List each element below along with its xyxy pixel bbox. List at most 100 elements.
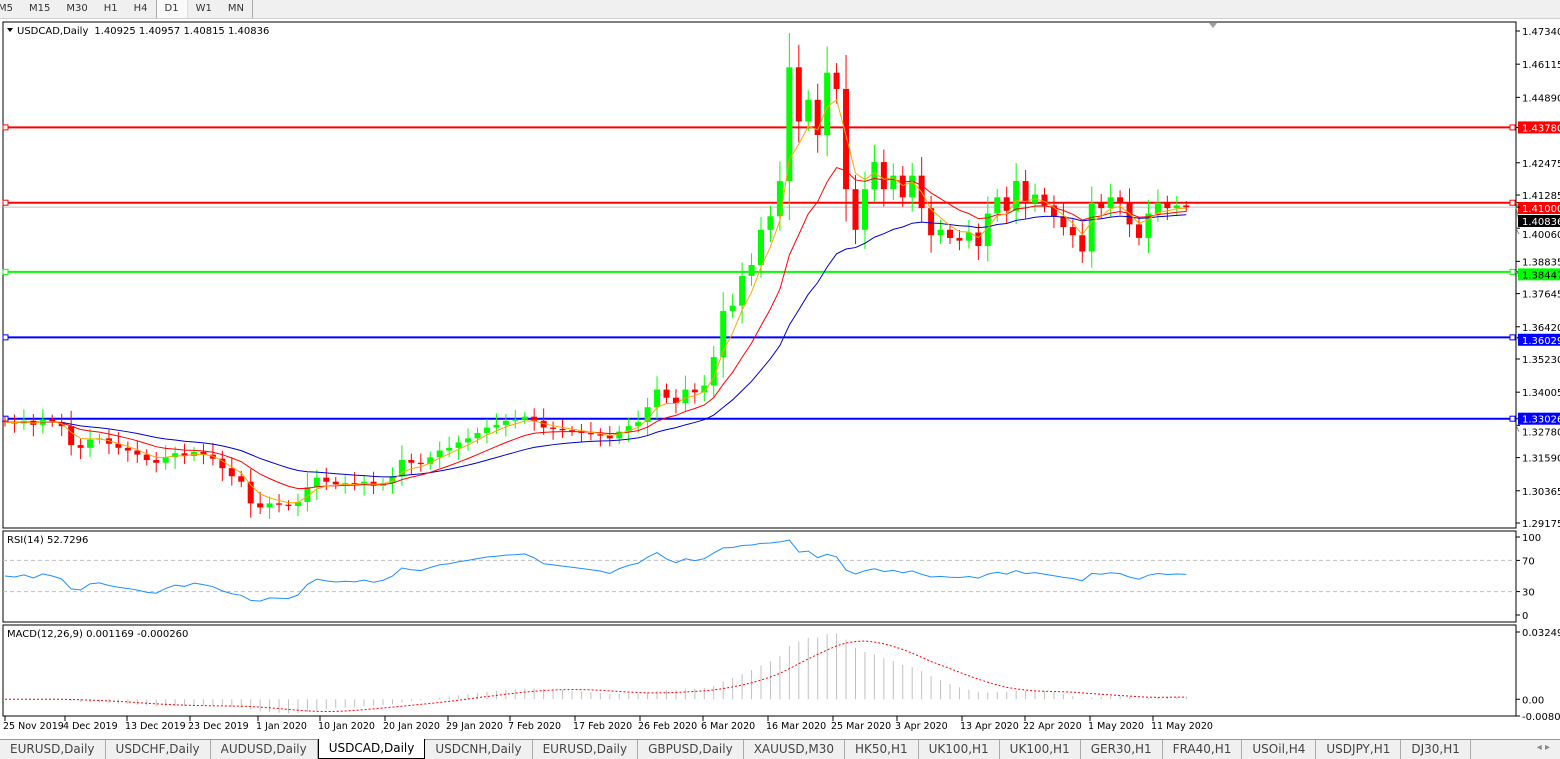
price-label-leader xyxy=(1515,227,1520,235)
bear-candle xyxy=(181,453,188,456)
tf-H4[interactable]: H4 xyxy=(133,3,148,14)
bear-candle xyxy=(285,504,292,507)
chart-tab[interactable]: DJ30,H1 xyxy=(1401,740,1471,759)
bull-candle xyxy=(739,275,746,306)
chart-window[interactable]: 1.47340 1.46115 1.44890 1.43780 1.42475 1.412… xyxy=(0,19,1560,738)
chart-tab[interactable]: USDCAD,Daily xyxy=(317,739,426,759)
bear-candle xyxy=(143,454,150,461)
bear-candle xyxy=(1041,194,1048,206)
moving-average-fast xyxy=(4,98,1187,504)
bull-candle xyxy=(984,213,991,247)
level-handle[interactable] xyxy=(1509,199,1516,206)
chart-tab[interactable]: UK100,H1 xyxy=(1000,740,1081,759)
bull-candle xyxy=(729,305,736,312)
bear-candle xyxy=(550,427,557,429)
bull-candle xyxy=(937,229,944,236)
macd-pane[interactable] xyxy=(2,624,1517,717)
bull-candle xyxy=(512,419,519,421)
tf-D1[interactable]: D1 xyxy=(155,0,188,18)
bull-candle xyxy=(720,311,727,358)
level-handle[interactable] xyxy=(1509,124,1516,131)
chart-shift-marker-icon[interactable] xyxy=(1209,23,1217,28)
bear-candle xyxy=(672,397,679,404)
bear-candle xyxy=(1183,205,1190,208)
bull-candle xyxy=(162,457,169,463)
bull-candle xyxy=(890,175,897,190)
level-handle[interactable] xyxy=(1509,415,1516,422)
tf-M15[interactable]: M15 xyxy=(29,3,51,14)
chart-tab[interactable]: XAUUSD,M30 xyxy=(744,740,845,759)
chart-tab[interactable]: UK100,H1 xyxy=(919,740,1000,759)
level-price-badge xyxy=(1518,268,1560,281)
chart-tab[interactable]: HK50,H1 xyxy=(845,740,919,759)
bear-candle xyxy=(323,477,330,482)
price-tick-label: 1.31590 xyxy=(1522,454,1560,465)
pane-frames xyxy=(2,21,1517,717)
date-tick-label: 1 May 2020 xyxy=(1088,721,1144,732)
level-price-label: 1.43780 xyxy=(1522,123,1560,134)
level-handle[interactable] xyxy=(2,199,9,206)
bear-candle xyxy=(975,232,982,247)
bear-candle xyxy=(1098,202,1105,209)
chart-tab[interactable]: GER30,H1 xyxy=(1081,740,1163,759)
chart-tab[interactable]: USDCHF,Daily xyxy=(106,740,211,759)
chart-tab[interactable]: EURUSD,Daily xyxy=(533,740,639,759)
bull-candle xyxy=(824,72,831,136)
tf-M5[interactable]: M5 xyxy=(0,3,13,14)
date-tick-label: 22 Apr 2020 xyxy=(1023,721,1082,732)
bear-candle xyxy=(115,443,122,448)
bull-candle xyxy=(1154,202,1161,214)
chart-tab[interactable]: USDCNH,Daily xyxy=(425,740,533,759)
bear-candle xyxy=(956,237,963,241)
dropdown-triangle-icon[interactable] xyxy=(7,28,13,32)
price-tick-label: 1.42475 xyxy=(1522,159,1560,170)
level-price-label: 1.36029 xyxy=(1522,336,1560,347)
bull-candle xyxy=(493,424,500,428)
bull-candle xyxy=(625,426,632,432)
level-handle[interactable] xyxy=(2,268,9,275)
rsi-tick-label: 70 xyxy=(1522,556,1535,567)
chart-tab[interactable]: EURUSD,Daily xyxy=(0,740,106,759)
current-price-badge xyxy=(1518,215,1560,227)
chart-tab[interactable]: GBPUSD,Daily xyxy=(638,740,744,759)
bear-candle xyxy=(228,468,235,477)
level-handle[interactable] xyxy=(1509,334,1516,341)
price-chart xyxy=(2,33,1516,520)
tab-scroll-arrows-icon[interactable]: ◂ ▸ xyxy=(1536,742,1550,753)
bear-candle xyxy=(77,445,84,448)
chart-tab[interactable]: AUDUSD,Daily xyxy=(211,740,318,759)
bear-candle xyxy=(1079,235,1086,252)
tf-H1[interactable]: H1 xyxy=(103,3,118,14)
tf-W1[interactable]: W1 xyxy=(195,3,212,14)
bull-candle xyxy=(871,162,878,190)
level-handle[interactable] xyxy=(1509,268,1516,275)
bear-candle xyxy=(257,503,264,508)
chart-tab[interactable]: USOil,H4 xyxy=(1242,740,1317,759)
bull-candle xyxy=(710,357,717,386)
tf-MN[interactable]: MN xyxy=(227,3,244,14)
bear-candle xyxy=(540,420,547,428)
date-tick-label: 6 Mar 2020 xyxy=(701,721,755,732)
toolbar-separator xyxy=(251,0,253,18)
date-tick-label: 13 Dec 2019 xyxy=(125,721,186,732)
level-handle[interactable] xyxy=(2,124,9,131)
bull-candle xyxy=(502,420,509,425)
bull-candle xyxy=(1107,197,1114,209)
chart-tab[interactable]: USDJPY,H1 xyxy=(1316,740,1402,759)
bear-candle xyxy=(880,162,887,190)
bear-candle xyxy=(332,481,339,485)
timeframe-toolbar: M5 M15 M30 H1 H4 D1 W1 MN xyxy=(0,0,1560,19)
level-handle[interactable] xyxy=(2,334,9,341)
rsi-pane[interactable] xyxy=(2,530,1517,623)
main-pane[interactable] xyxy=(2,21,1517,529)
bull-candle xyxy=(521,416,528,420)
tf-M30[interactable]: M30 xyxy=(66,3,88,14)
bear-candle xyxy=(247,481,254,504)
date-tick-label: 3 Apr 2020 xyxy=(895,721,948,732)
chart-tab[interactable]: FRA40,H1 xyxy=(1163,740,1243,759)
bear-candle xyxy=(795,67,802,122)
bear-candle xyxy=(351,483,358,485)
bull-candle xyxy=(436,450,443,458)
bull-candle xyxy=(483,427,490,433)
macd-label: MACD(12,26,9) 0.001169 -0.000260 xyxy=(7,629,188,640)
